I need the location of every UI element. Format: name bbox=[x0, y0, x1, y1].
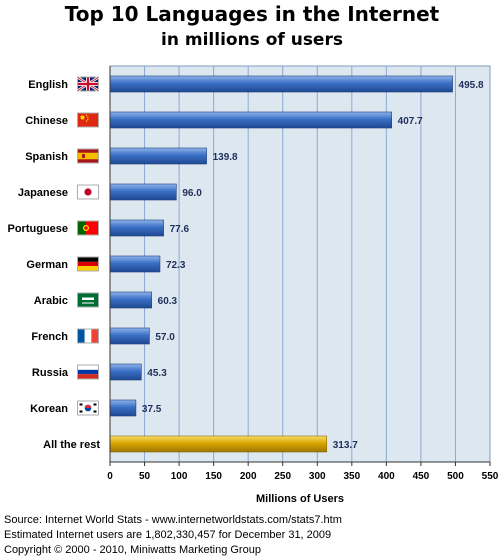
bar-chinese bbox=[109, 111, 392, 129]
plot-area bbox=[109, 65, 491, 463]
flag-stripe bbox=[78, 266, 98, 271]
flag-star bbox=[85, 120, 88, 122]
category-label: Arabic bbox=[34, 295, 68, 307]
flag-trigram bbox=[79, 410, 83, 413]
flag-stripe bbox=[78, 221, 86, 235]
category-label: All the rest bbox=[43, 439, 100, 451]
bar-japanese bbox=[109, 183, 177, 201]
spain-flag-icon bbox=[77, 148, 99, 164]
portugal-flag-icon bbox=[77, 220, 99, 236]
flag-emblem bbox=[82, 154, 85, 158]
x-tick-label: 500 bbox=[447, 471, 464, 482]
flag-star bbox=[87, 116, 89, 118]
value-label: 57.0 bbox=[155, 332, 175, 343]
x-tick-label: 400 bbox=[378, 471, 395, 482]
value-label: 407.7 bbox=[398, 116, 423, 127]
flag-stripe bbox=[78, 261, 98, 267]
uk-flag-icon bbox=[77, 76, 99, 92]
flag-stripe bbox=[78, 374, 98, 379]
flag-stripe bbox=[84, 329, 92, 343]
bar-english bbox=[109, 75, 453, 93]
flag-stripe bbox=[91, 329, 98, 343]
category-label: English bbox=[28, 79, 68, 91]
x-tick-label: 100 bbox=[171, 471, 188, 482]
flag-star bbox=[85, 114, 88, 117]
bar-arabic bbox=[109, 291, 152, 309]
value-label: 72.3 bbox=[166, 260, 186, 271]
category-label: Japanese bbox=[18, 187, 68, 199]
france-flag-icon bbox=[77, 328, 99, 344]
category-label: German bbox=[26, 259, 68, 271]
flag-trigram bbox=[93, 403, 97, 406]
flag-script bbox=[82, 297, 94, 300]
x-tick-label: 0 bbox=[107, 471, 113, 482]
category-label: Chinese bbox=[25, 115, 68, 127]
flag-taegeuk bbox=[84, 404, 92, 408]
value-label: 77.6 bbox=[170, 224, 190, 235]
x-tick-label: 200 bbox=[240, 471, 257, 482]
flag-sun bbox=[84, 188, 92, 196]
flag-trigram bbox=[79, 403, 83, 406]
flag-stripe bbox=[78, 329, 85, 343]
bar-portuguese bbox=[109, 219, 164, 237]
value-label: 37.5 bbox=[142, 404, 162, 415]
germany-flag-icon bbox=[77, 256, 99, 272]
source-note: Source: Internet World Stats - www.inter… bbox=[4, 514, 342, 526]
bar-french bbox=[109, 327, 150, 345]
value-label: 139.8 bbox=[213, 152, 238, 163]
value-label: 45.3 bbox=[147, 368, 167, 379]
bar-german bbox=[109, 255, 161, 273]
flag-emblem bbox=[84, 226, 88, 230]
copyright-note: Copyright © 2000 - 2010, Miniwatts Marke… bbox=[4, 544, 261, 556]
category-label: Korean bbox=[30, 403, 68, 415]
saudi-flag-icon bbox=[77, 292, 99, 308]
value-label: 96.0 bbox=[182, 188, 202, 199]
flag-star bbox=[80, 115, 85, 120]
category-label: Russia bbox=[32, 367, 69, 379]
bar-korean bbox=[109, 399, 137, 417]
flag-cross bbox=[78, 82, 98, 86]
category-label: Spanish bbox=[25, 151, 68, 163]
russia-flag-icon bbox=[77, 364, 99, 380]
x-tick-label: 250 bbox=[274, 471, 291, 482]
value-label: 60.3 bbox=[158, 296, 178, 307]
x-tick-label: 450 bbox=[413, 471, 430, 482]
bar-all-the-rest bbox=[109, 435, 328, 453]
category-label: Portuguese bbox=[7, 223, 68, 235]
korea-flag-icon bbox=[77, 400, 99, 416]
estimate-note: Estimated Internet users are 1,802,330,4… bbox=[4, 529, 332, 541]
x-axis-label: Millions of Users bbox=[256, 493, 344, 505]
flag-stripe bbox=[78, 257, 98, 262]
chart-title: Top 10 Languages in the Internet bbox=[65, 2, 440, 26]
flag-trigram bbox=[93, 410, 97, 413]
china-flag-icon bbox=[77, 112, 99, 128]
value-label: 495.8 bbox=[459, 80, 484, 91]
bar-spanish bbox=[109, 147, 207, 165]
x-tick-label: 350 bbox=[343, 471, 360, 482]
bar-russia bbox=[109, 363, 142, 381]
category-label: French bbox=[31, 331, 68, 343]
flag-stripe bbox=[78, 152, 98, 160]
flag-stripe bbox=[78, 369, 98, 375]
flag-stripe bbox=[78, 365, 98, 370]
x-tick-label: 550 bbox=[482, 471, 499, 482]
flag-star bbox=[87, 118, 89, 121]
x-tick-label: 150 bbox=[205, 471, 222, 482]
japan-flag-icon bbox=[77, 184, 99, 200]
x-tick-label: 50 bbox=[139, 471, 151, 482]
x-tick-label: 300 bbox=[309, 471, 326, 482]
chart-subtitle: in millions of users bbox=[161, 30, 343, 50]
bar-chart: Top 10 Languages in the Internet in mill… bbox=[7, 2, 499, 505]
value-label: 313.7 bbox=[333, 440, 358, 451]
